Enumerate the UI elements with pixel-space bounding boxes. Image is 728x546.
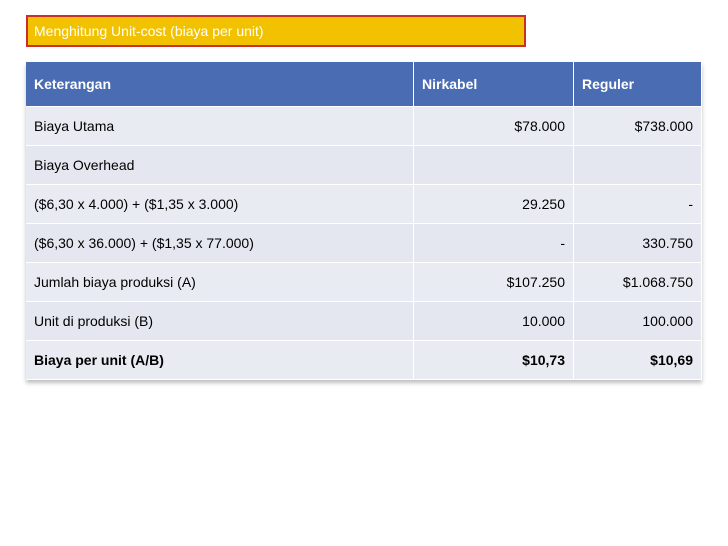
table-cell: 29.250 [414, 185, 574, 224]
table-cell: $1.068.750 [574, 263, 702, 302]
table-row: Biaya per unit (A/B) $10,73 $10,69 [26, 341, 702, 380]
column-header: Reguler [574, 62, 702, 107]
table-cell: $78.000 [414, 107, 574, 146]
header-row: Keterangan Nirkabel Reguler [26, 62, 702, 107]
table-cell: Jumlah biaya produksi (A) [26, 263, 414, 302]
table-cell: ($6,30 x 36.000) + ($1,35 x 77.000) [26, 224, 414, 263]
table-cell: Biaya per unit (A/B) [26, 341, 414, 380]
table-row: Unit di produksi (B) 10.000 100.000 [26, 302, 702, 341]
table-cell: $107.250 [414, 263, 574, 302]
table-cell: - [574, 185, 702, 224]
table-cell [414, 146, 574, 185]
table-cell [574, 146, 702, 185]
table-cell: 330.750 [574, 224, 702, 263]
table-cell: Biaya Overhead [26, 146, 414, 185]
table-row: Jumlah biaya produksi (A) $107.250 $1.068.… [26, 263, 702, 302]
table-cell: $738.000 [574, 107, 702, 146]
table-cell: ($6,30 x 4.000) + ($1,35 x 3.000) [26, 185, 414, 224]
table-cell: $10,73 [414, 341, 574, 380]
table-row: Biaya Overhead [26, 146, 702, 185]
cost-table: Keterangan Nirkabel Reguler Biaya Utama $78.… [26, 62, 702, 380]
table-cell: 100.000 [574, 302, 702, 341]
slide-title: Menghitung Unit-cost (biaya per unit) [26, 15, 526, 47]
table-row: ($6,30 x 4.000) + ($1,35 x 3.000) 29.250- [26, 185, 702, 224]
table-cell: - [414, 224, 574, 263]
table-cell: $10,69 [574, 341, 702, 380]
table-row: ($6,30 x 36.000) + ($1,35 x 77.000) -330.… [26, 224, 702, 263]
column-header: Keterangan [26, 62, 414, 107]
table-row: Biaya Utama $78.000 $738.000 [26, 107, 702, 146]
table-cell: Unit di produksi (B) [26, 302, 414, 341]
table-cell: 10.000 [414, 302, 574, 341]
table-cell: Biaya Utama [26, 107, 414, 146]
column-header: Nirkabel [414, 62, 574, 107]
